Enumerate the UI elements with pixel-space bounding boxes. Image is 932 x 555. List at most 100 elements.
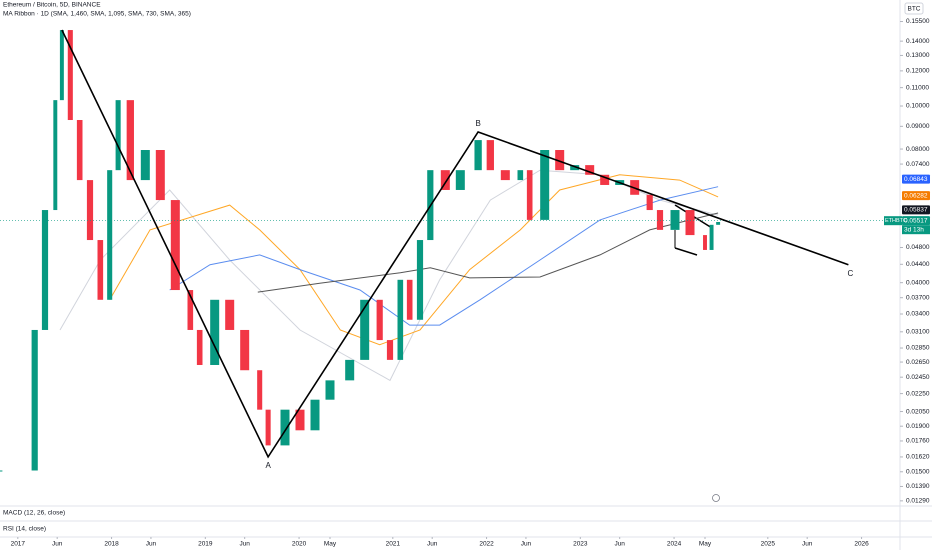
- candle: [397, 279, 404, 360]
- x-tick-label: 2019: [198, 541, 213, 548]
- candle: [416, 240, 424, 320]
- candle: [517, 170, 524, 181]
- price-badge: [902, 191, 930, 201]
- y-tick-label: 0.03700: [906, 294, 930, 301]
- x-tick-label: 2026: [854, 541, 869, 548]
- y-tick-label: 0.01900: [906, 423, 930, 430]
- candle: [703, 235, 707, 250]
- wave-label: C: [848, 269, 854, 278]
- candle: [257, 370, 263, 410]
- price-badge-label: 0.05837: [904, 207, 928, 214]
- price-badge-label: 0.06282: [904, 192, 928, 199]
- currency-label[interactable]: BTC: [908, 6, 921, 13]
- price-badge: [902, 216, 930, 226]
- candle: [526, 170, 533, 220]
- y-tick-label: 0.01620: [906, 454, 930, 461]
- candle: [570, 165, 580, 171]
- price-badge: [902, 205, 930, 215]
- candle: [59, 30, 64, 101]
- y-tick-label: 0.12000: [906, 68, 930, 75]
- y-tick-label: 0.08000: [906, 146, 930, 153]
- pane-title: MACD (12, 26, close): [3, 510, 65, 517]
- y-tick-label: 0.01760: [906, 438, 930, 445]
- x-tick-label: 2024: [667, 541, 682, 548]
- drawing-line: [674, 247, 698, 256]
- y-tick-label: 0.04400: [906, 261, 930, 268]
- candle: [600, 174, 610, 185]
- countdown-label: 3d 13h: [904, 226, 924, 233]
- candle: [140, 150, 150, 181]
- y-tick-label: 0.07400: [906, 161, 930, 168]
- candle: [440, 170, 450, 190]
- candle: [345, 359, 355, 381]
- candle: [500, 170, 510, 181]
- x-tick-label: Jun: [521, 541, 532, 548]
- y-tick-label: 0.15500: [906, 18, 930, 25]
- x-tick-label: 2022: [479, 541, 494, 548]
- candle: [115, 100, 121, 171]
- y-tick-label: 0.14000: [906, 38, 930, 45]
- price-badge-label: 0.05517: [904, 217, 928, 224]
- candle: [386, 340, 394, 360]
- x-tick-label: Jun: [614, 541, 625, 548]
- x-tick-label: 2017: [11, 541, 26, 548]
- price-badge-label: 0.06843: [904, 176, 928, 183]
- y-tick-label: 0.11000: [906, 84, 929, 91]
- candle: [53, 100, 58, 211]
- y-tick-label: 0.09000: [906, 123, 930, 130]
- candle: [67, 30, 73, 121]
- candle: [41, 210, 49, 330]
- countdown-badge: [902, 225, 930, 235]
- settings-icon[interactable]: [712, 494, 720, 502]
- wave-label: A: [265, 461, 271, 470]
- candle: [196, 329, 203, 365]
- x-tick-label: Jun: [802, 541, 813, 548]
- candle: [155, 150, 165, 201]
- candle: [76, 120, 83, 181]
- x-tick-label: May: [324, 541, 337, 548]
- x-tick-label: 2025: [761, 541, 776, 548]
- candle: [656, 210, 664, 230]
- y-tick-label: 0.01500: [906, 468, 930, 475]
- plot-area: A B C: [0, 29, 900, 472]
- y-tick-label: 0.04000: [906, 279, 930, 286]
- candle: [486, 140, 494, 171]
- x-tick-label: Jun: [239, 541, 250, 548]
- x-tick-label: 2018: [104, 541, 119, 548]
- moving-average: [169, 186, 719, 326]
- candle: [685, 210, 695, 236]
- candle: [646, 194, 653, 211]
- y-tick-label: 0.02650: [906, 359, 930, 366]
- candle: [265, 409, 271, 446]
- moving-average: [257, 212, 719, 293]
- wave-label: B: [475, 119, 480, 128]
- candle: [585, 165, 595, 175]
- candle: [310, 399, 320, 431]
- candle: [670, 210, 680, 230]
- candle: [31, 329, 38, 471]
- pane-title: RSI (14, close): [3, 526, 46, 533]
- currency-box[interactable]: [904, 2, 924, 15]
- x-tick-label: Jun: [146, 541, 157, 548]
- y-tick-label: 0.02450: [906, 374, 930, 381]
- candle: [406, 279, 413, 320]
- candle: [107, 170, 113, 300]
- candle: [187, 290, 194, 330]
- candle: [240, 329, 250, 371]
- y-tick-label: 0.01390: [906, 483, 930, 490]
- y-tick-label: 0.10000: [906, 103, 930, 110]
- candle: [97, 240, 104, 300]
- candle: [716, 221, 721, 225]
- candle: [360, 299, 370, 360]
- candle: [210, 299, 220, 365]
- y-tick-label: 0.01290: [906, 498, 930, 505]
- x-tick-label: 2020: [292, 541, 307, 548]
- y-tick-label: 0.02050: [906, 408, 930, 415]
- indicator-title: MA Ribbon · 1D (SMA, 1,460, SMA, 1,095, …: [3, 11, 191, 18]
- candle: [295, 409, 305, 431]
- x-tick-label: Jun: [427, 541, 438, 548]
- candle: [126, 100, 134, 181]
- x-tick-label: Jun: [52, 541, 63, 548]
